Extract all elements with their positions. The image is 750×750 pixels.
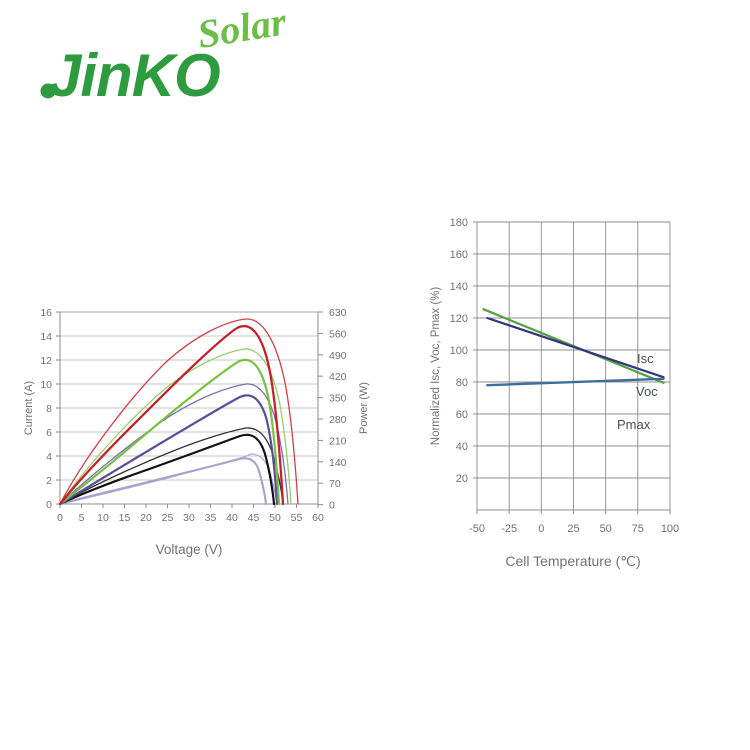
temp-chart-svg: Isc Voc Pmax 180 160 140 120 100 80 60 4…: [430, 217, 679, 569]
series-isc-line: [486, 377, 665, 387]
svg-text:210: 210: [329, 435, 347, 447]
series-label-voc: Voc: [636, 384, 658, 399]
series-label-pmax: Pmax: [617, 417, 651, 432]
temp-series-group: [482, 308, 665, 387]
svg-text:560: 560: [329, 328, 347, 340]
svg-text:2: 2: [46, 475, 52, 487]
series-iv-600: [58, 394, 279, 506]
series-iv-800: [58, 358, 281, 506]
iv-right-tick-labels: 630 560 490 420 350 280 210 140 70 0: [329, 307, 347, 512]
svg-text:420: 420: [329, 371, 347, 383]
svg-text:180: 180: [450, 217, 468, 229]
iv-series-group: [58, 318, 299, 506]
svg-text:350: 350: [329, 393, 347, 405]
svg-text:0: 0: [57, 512, 63, 524]
svg-text:-25: -25: [501, 523, 517, 535]
temp-x-ticks: [476, 510, 671, 514]
temp-y-tick-labels: 180 160 140 120 100 80 60 40 20: [450, 217, 468, 485]
svg-text:160: 160: [450, 249, 468, 261]
temp-x-tick-labels: -50 -25 0 25 50 75 100: [469, 523, 679, 535]
svg-text:140: 140: [329, 457, 347, 469]
iv-x-tick-labels: 0 5 10 15 20 25 30 35 40 45 50 55 60: [57, 512, 324, 524]
jinkosolar-logo-svg: Solar JinKO: [40, 8, 290, 108]
svg-text:20: 20: [140, 512, 152, 524]
svg-text:-50: -50: [469, 523, 485, 535]
temp-xlabel: Cell Temperature (℃): [505, 553, 640, 569]
svg-text:50: 50: [600, 523, 612, 535]
svg-text:80: 80: [456, 377, 468, 389]
svg-text:120: 120: [450, 313, 468, 325]
iv-left-tick-labels: 16 14 12 10 8 6 4 2 0: [40, 307, 52, 511]
series-pv-800: [59, 348, 292, 505]
iv-left-axis: [56, 311, 61, 505]
temperature-dependence-chart: Isc Voc Pmax 180 160 140 120 100 80 60 4…: [420, 200, 720, 585]
svg-text:280: 280: [329, 414, 347, 426]
series-pv-1000: [59, 318, 299, 505]
svg-text:0: 0: [329, 500, 335, 512]
svg-text:15: 15: [119, 512, 131, 524]
svg-text:10: 10: [40, 379, 52, 391]
series-label-isc: Isc: [637, 351, 654, 366]
svg-text:140: 140: [450, 281, 468, 293]
iv-right-axis: [317, 311, 323, 506]
temp-grid: [476, 221, 671, 511]
logo-dot-icon: [40, 83, 56, 99]
svg-text:25: 25: [567, 523, 579, 535]
svg-text:8: 8: [46, 403, 52, 415]
svg-text:630: 630: [329, 307, 347, 319]
svg-text:50: 50: [269, 512, 281, 524]
svg-text:60: 60: [312, 512, 324, 524]
iv-xlabel: Voltage (V): [156, 542, 223, 557]
svg-text:12: 12: [40, 355, 52, 367]
svg-text:490: 490: [329, 350, 347, 362]
iv-ylabel-right: Power (W): [358, 382, 370, 434]
svg-text:55: 55: [291, 512, 303, 524]
jinkosolar-logo: Solar JinKO: [22, 8, 322, 108]
svg-text:0: 0: [538, 523, 544, 535]
svg-text:40: 40: [456, 441, 468, 453]
svg-text:75: 75: [632, 523, 644, 535]
svg-text:10: 10: [97, 512, 109, 524]
series-iv-200: [58, 457, 268, 506]
svg-text:100: 100: [661, 523, 679, 535]
svg-text:14: 14: [40, 331, 52, 343]
iv-pv-chart-svg: 16 14 12 10 8 6 4 2 0 630 560 490 420 35…: [23, 307, 370, 557]
svg-text:70: 70: [329, 478, 341, 490]
svg-text:25: 25: [162, 512, 174, 524]
svg-text:4: 4: [46, 451, 52, 463]
svg-text:35: 35: [205, 512, 217, 524]
temp-ylabel: Normalized Isc, Voc, Pmax (%): [430, 287, 442, 446]
iv-pv-curve-chart: 16 14 12 10 8 6 4 2 0 630 560 490 420 35…: [18, 292, 388, 572]
iv-grid: [60, 311, 318, 505]
svg-text:0: 0: [46, 499, 52, 511]
series-voc-line: [486, 316, 665, 379]
svg-text:60: 60: [456, 409, 468, 421]
svg-text:6: 6: [46, 427, 52, 439]
series-pv-600: [59, 383, 289, 505]
svg-text:45: 45: [248, 512, 260, 524]
temp-y-ticks: [473, 221, 477, 479]
svg-text:40: 40: [226, 512, 238, 524]
logo-wordmark-text: JinKO: [48, 42, 220, 108]
svg-text:5: 5: [79, 512, 85, 524]
series-iv-400: [58, 433, 276, 506]
svg-text:16: 16: [40, 307, 52, 319]
series-iv-1000: [58, 325, 285, 506]
svg-text:100: 100: [450, 345, 468, 357]
svg-text:30: 30: [183, 512, 195, 524]
svg-text:20: 20: [456, 473, 468, 485]
iv-ylabel-left: Current (A): [23, 381, 35, 435]
